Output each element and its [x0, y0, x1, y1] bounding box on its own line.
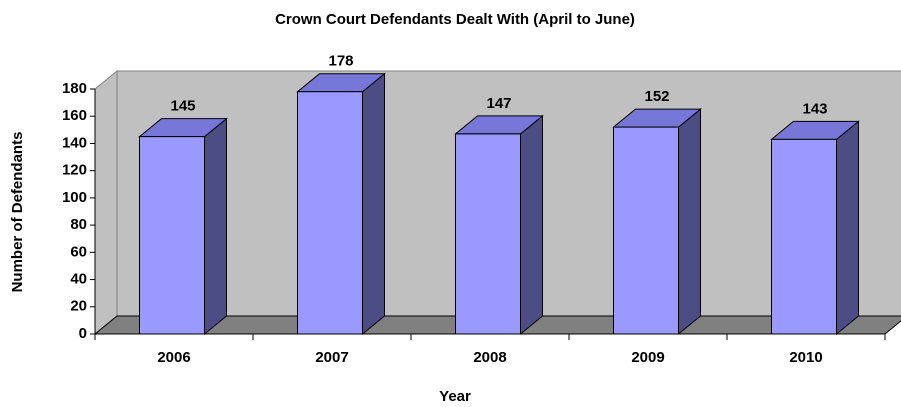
value-label: 147	[486, 95, 511, 112]
y-tick-label: 80	[70, 216, 87, 233]
bar-side	[678, 108, 701, 336]
y-tick-label: 160	[62, 107, 87, 124]
x-tick-label: 2006	[157, 349, 190, 366]
y-tick-label: 100	[62, 189, 87, 206]
side-wall	[94, 69, 118, 336]
bar-side	[204, 117, 227, 336]
y-tick-label: 180	[62, 80, 87, 97]
value-label: 145	[170, 98, 195, 115]
y-tick-label: 60	[70, 243, 87, 260]
y-tick-label: 140	[62, 134, 87, 151]
x-tick-label: 2009	[631, 349, 664, 366]
bar-side	[836, 120, 859, 336]
value-label: 143	[802, 100, 827, 117]
y-tick-label: 20	[70, 298, 87, 315]
x-axis-label: Year	[439, 388, 471, 405]
value-label: 178	[328, 53, 353, 70]
bar	[455, 133, 521, 335]
bar	[297, 91, 363, 335]
bar	[771, 138, 837, 335]
x-tick-label: 2007	[315, 349, 348, 366]
bar-side	[362, 72, 385, 336]
y-tick-label: 40	[70, 271, 87, 288]
bar	[613, 126, 679, 335]
bar	[139, 136, 205, 335]
x-tick-label: 2010	[789, 349, 822, 366]
y-tick-label: 0	[79, 325, 87, 342]
bar-side	[520, 114, 543, 336]
x-tick-label: 2008	[473, 349, 506, 366]
y-tick-label: 120	[62, 162, 87, 179]
value-label: 152	[644, 88, 669, 105]
y-axis-label: Number of Defendants	[9, 132, 26, 293]
chart-title: Crown Court Defendants Dealt With (April…	[275, 11, 635, 28]
